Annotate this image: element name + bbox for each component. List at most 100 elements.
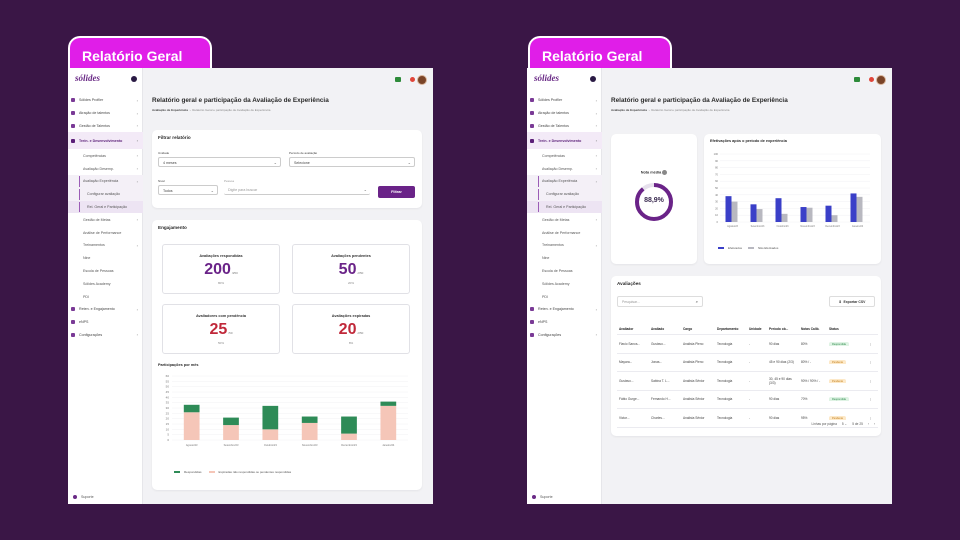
sidebar-item-pdi[interactable]: PDI (527, 290, 602, 303)
prev-page-icon[interactable]: ‹ (867, 422, 869, 426)
table-row[interactable]: Gustavo... Sabina T. L... Analista Sênior T… (617, 372, 878, 391)
table-cell: Analista Pleno (683, 341, 704, 346)
sidebar-item-trein-e-desenvolvimento[interactable]: Trein. e Desenvolvimento › (68, 132, 143, 150)
sidebar-item-solides-profiler[interactable]: Sólides Profiler › (68, 94, 143, 107)
sidebar-item-gestao-de-metas[interactable]: Gestão de Metas › (68, 213, 143, 226)
sidebar-item-gestao-de-talentos[interactable]: Gestão de Talentos › (68, 120, 143, 133)
table-row[interactable]: Mayara... Jonas... Analista Pleno Tecnologi… (617, 354, 878, 372)
sidebar-item-reten-e-engajamento[interactable]: Reten. e Engajamento › (68, 303, 143, 316)
sidebar-item-escola-de-pessoas[interactable]: Escola de Pessoas (527, 265, 602, 278)
sidebar-item-label: Gestão de Metas (83, 217, 111, 222)
column-header[interactable]: Status (829, 326, 839, 331)
column-header[interactable]: Cargo (683, 326, 693, 331)
more-icon[interactable]: ⋮ (869, 378, 873, 383)
table-row[interactable]: Fábio Gurge... Fernando H... Analista Sêni… (617, 391, 878, 409)
chevron-right-icon: › (595, 110, 597, 116)
rows-per-page-select[interactable]: 5 ⌄ (841, 422, 848, 426)
sidebar-item-avaliacao-experiencia[interactable]: Avaliação Experiência › (527, 174, 602, 188)
sidebar-item-analise-de-performance[interactable]: Análise de Performance (527, 226, 602, 239)
sidebar-item-trein-e-desenvolvimento[interactable]: Trein. e Desenvolvimento › (527, 132, 602, 150)
table-row[interactable]: Flavio Sanos... Gustavo... Analista Pleno T… (617, 335, 878, 354)
y-tick-label: 10 (166, 427, 170, 431)
table-cell: Tecnologia (717, 341, 733, 346)
sidebar-item-rel-geral-e-participacao[interactable]: Rel. Geral e Participação (527, 200, 602, 214)
sidebar-item-pdi[interactable]: PDI (68, 290, 143, 303)
sidebar-item-escola-de-pessoas[interactable]: Escola de Pessoas (68, 265, 143, 278)
periodo-select[interactable]: Selecione ⌄ (289, 157, 415, 167)
pessoa-input[interactable]: Digite para buscar ⌄ (224, 185, 370, 195)
avatar[interactable] (876, 75, 886, 85)
sidebar-item-configuracoes[interactable]: Configurações › (68, 329, 143, 342)
sidebar-item-treinamentos[interactable]: Treinamentos › (68, 239, 143, 252)
collapse-icon[interactable] (590, 76, 596, 82)
sidebar-item-configurar-avaliacao[interactable]: Configurar avaliação (68, 187, 143, 201)
column-header[interactable]: Notas Calib. (801, 326, 820, 331)
y-tick-label: 40 (166, 395, 170, 399)
breadcrumb-item-1[interactable]: Avaliação de Experiência (152, 108, 188, 112)
column-header[interactable]: Período ob... (769, 326, 789, 331)
export-csv-button[interactable]: ⬇ Exportar CSV (829, 296, 875, 307)
sidebar-item-configuracoes[interactable]: Configurações › (527, 329, 602, 342)
breadcrumb: Avaliação de Experiência › Relatório Ger… (152, 108, 271, 112)
page-title: Relatório geral e participação da Avalia… (611, 97, 788, 104)
breadcrumb-item-1[interactable]: Avaliação de Experiência (611, 108, 647, 112)
more-icon[interactable]: ⋮ (869, 415, 873, 420)
sidebar-item-rel-geral-e-participacao[interactable]: Rel. Geral e Participação (68, 200, 143, 214)
notification-icon[interactable] (869, 77, 874, 82)
nivel-select[interactable]: Todos ⌄ (158, 185, 218, 195)
search-input[interactable]: Pesquisar... ⌕ (617, 296, 703, 307)
unidade-select[interactable]: 4 meses ⌄ (158, 157, 281, 167)
flag-icon[interactable] (854, 77, 860, 82)
sidebar-item-enps[interactable]: eNPS (527, 316, 602, 329)
support-link[interactable]: Suporte (532, 495, 553, 499)
info-icon[interactable] (662, 170, 668, 175)
sidebar-item-solides-academy[interactable]: Sólides Academy (68, 277, 143, 290)
avatar[interactable] (417, 75, 427, 85)
configuracoes-icon (530, 332, 534, 337)
sidebar-item-competencias[interactable]: Competências › (527, 149, 602, 162)
collapse-icon[interactable] (131, 76, 137, 82)
stat-percent: 80% (217, 281, 224, 285)
more-icon[interactable]: ⋮ (869, 341, 873, 346)
sidebar-item-nine[interactable]: Nine (68, 252, 143, 265)
stat-value: 50/250 (338, 261, 364, 278)
notification-icon[interactable] (410, 77, 415, 82)
table-row[interactable]: Victor... Charles... Analista Sênior Tecnol… (617, 409, 878, 428)
sidebar-item-label: Sólides Profiler (79, 98, 104, 103)
sidebar-item-gestao-de-talentos[interactable]: Gestão de Talentos › (527, 120, 602, 133)
more-icon[interactable]: ⋮ (869, 397, 873, 402)
sidebar-item-atracao-de-talentos[interactable]: Atração de talentos › (68, 107, 143, 120)
y-tick-label: 55 (166, 379, 170, 383)
sidebar-item-treinamentos[interactable]: Treinamentos › (527, 239, 602, 252)
column-header[interactable]: Unidade (749, 326, 762, 331)
sidebar-item-avaliacao-experiencia[interactable]: Avaliação Experiência › (68, 174, 143, 188)
engagement-title: Engajamento (158, 225, 187, 230)
sidebar-item-avaliacao-desemp[interactable]: Avaliação Desemp. › (68, 162, 143, 175)
bar-efetivados-setembro-23 (750, 204, 757, 222)
more-icon[interactable]: ⋮ (869, 360, 873, 365)
sidebar-item-solides-profiler[interactable]: Sólides Profiler › (527, 94, 602, 107)
sidebar-item-solides-academy[interactable]: Sólides Academy (527, 277, 602, 290)
sidebar-item-nine[interactable]: Nine (527, 252, 602, 265)
next-page-icon[interactable]: › (873, 422, 875, 426)
sidebar-item-configurar-avaliacao[interactable]: Configurar avaliação (527, 187, 602, 201)
sidebar-item-competencias[interactable]: Competências › (68, 149, 143, 162)
sidebar-item-label: Nine (83, 256, 91, 261)
sidebar-item-analise-de-performance[interactable]: Análise de Performance (68, 226, 143, 239)
filter-button[interactable]: Filtrar (378, 186, 415, 198)
filter-title: Filtrar relatório (158, 135, 191, 140)
bar-expiradas-nao-respondidas-ou-pendentes-respondidas-dezembro-23 (341, 433, 357, 440)
column-header[interactable]: Avaliado (651, 326, 665, 331)
sidebar-item-gestao-de-metas[interactable]: Gestão de Metas › (527, 213, 602, 226)
sidebar-item-avaliacao-desemp[interactable]: Avaliação Desemp. › (527, 162, 602, 175)
sidebar-item-label: Treinamentos (83, 243, 105, 248)
sidebar-item-label: Gestão de Talentos (538, 123, 569, 128)
support-link[interactable]: Suporte (73, 495, 94, 499)
solides-profiler-icon (530, 98, 534, 103)
sidebar-item-enps[interactable]: eNPS (68, 316, 143, 329)
sidebar-item-atracao-de-talentos[interactable]: Atração de talentos › (527, 107, 602, 120)
column-header[interactable]: Departamento (717, 326, 739, 331)
flag-icon[interactable] (395, 77, 401, 82)
column-header[interactable]: Avaliador (619, 326, 634, 331)
sidebar-item-reten-e-engajamento[interactable]: Reten. e Engajamento › (527, 303, 602, 316)
